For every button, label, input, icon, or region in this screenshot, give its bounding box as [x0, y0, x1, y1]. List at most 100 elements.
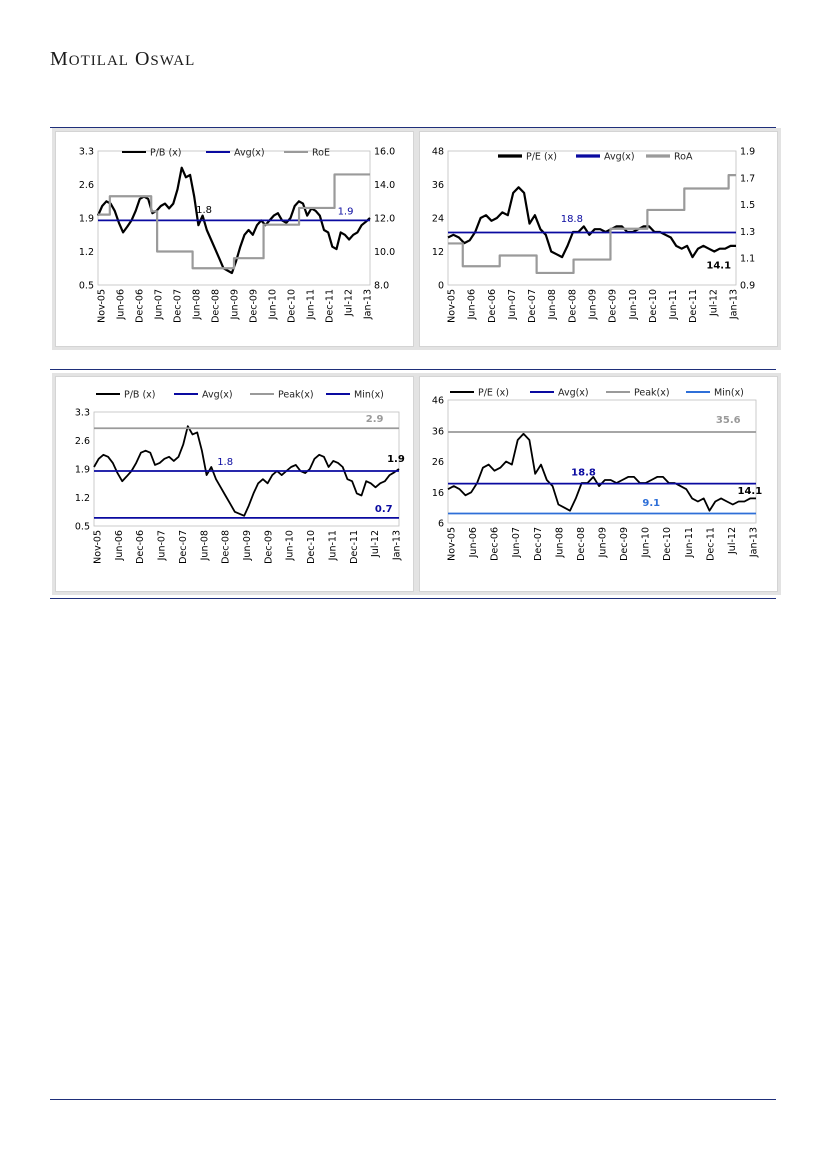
- legend-label-p-b-x: P/B (x): [150, 148, 182, 159]
- x-tick-label: Jun-07: [511, 527, 522, 558]
- y-left-tick-label: 1.2: [79, 247, 94, 258]
- y-right-tick-label: 16.0: [374, 147, 395, 158]
- y-left-tick-label: 48: [432, 147, 444, 158]
- x-tick-label: Jun-11: [668, 289, 679, 320]
- x-tick-label: Nov-05: [97, 289, 108, 323]
- chart-panel-pe-roa: 0 12 24 36 48 0.9 1.1 1.3 1.5 1.7 1.9 Nov-05 Jun-06 D…: [419, 131, 778, 347]
- x-tick-label: Jul-12: [727, 527, 738, 555]
- y-left-tick-label: 0.5: [75, 522, 90, 533]
- data-label: 9.1: [642, 498, 660, 509]
- chart-panel-pb-roe: 0.5 1.2 1.9 2.6 3.3 8.0 10.0 12.0 14.0 16.0 Nov-05…: [55, 131, 414, 347]
- y-left-tick-label: 2.6: [79, 180, 94, 191]
- x-tick-label: Nov-05: [447, 527, 458, 561]
- x-tick-label: Jun-08: [547, 289, 558, 320]
- chart-panel-pe-band: 6 16 26 36 46 Nov-05 Jun-06 Dec-06 Jun-07 Dec-07 J…: [419, 376, 778, 592]
- x-tick-label: Dec-11: [688, 289, 699, 323]
- x-tick-label: Jun-10: [285, 530, 296, 561]
- x-tick-label: Jun-11: [306, 289, 317, 320]
- y-left-tick-label: 1.9: [75, 465, 90, 476]
- chart-pe-roa: 0 12 24 36 48 0.9 1.1 1.3 1.5 1.7 1.9 Nov-05 Jun-06 D…: [432, 147, 755, 323]
- x-tick-label: Dec-06: [490, 527, 501, 561]
- y-right-tick-label: 10.0: [374, 247, 395, 258]
- plot-area: [447, 399, 757, 524]
- x-tick-label: Jan-13: [749, 527, 760, 558]
- x-tick-label: Jun-06: [116, 289, 127, 320]
- x-tick-label: Jun-09: [598, 527, 609, 558]
- x-tick-label: Jan-13: [729, 289, 740, 320]
- data-label: 18.8: [571, 467, 596, 478]
- x-tick-label: Jun-06: [467, 289, 478, 320]
- y-left-tick-label: 36: [432, 180, 444, 191]
- x-tick-label: Jun-10: [641, 527, 652, 558]
- legend-label-avg-x: Avg(x): [202, 390, 233, 401]
- legend-label-p-e-x: P/E (x): [526, 152, 557, 163]
- y-right-tick-label: 0.9: [740, 281, 755, 292]
- x-tick-label: Jun-07: [507, 289, 518, 320]
- x-tick-label: Jun-09: [242, 530, 253, 561]
- x-tick-label: Dec-07: [178, 530, 189, 564]
- x-tick-label: Dec-08: [221, 530, 232, 564]
- x-tick-label: Jun-08: [554, 527, 565, 558]
- data-label: 1.8: [196, 205, 212, 216]
- y-right-tick-label: 12.0: [374, 214, 395, 225]
- chart-pb-band: 0.5 1.2 1.9 2.6 3.3 Nov-05 Jun-06 Dec-06 Jun-07 D…: [75, 390, 405, 564]
- chart-pb-roe: 0.5 1.2 1.9 2.6 3.3 8.0 10.0 12.0 14.0 16.0 Nov-05…: [79, 147, 395, 323]
- legend-label-avg-x: Avg(x): [558, 388, 589, 399]
- company-logo: MOTILAL OSWAL: [50, 48, 196, 70]
- x-tick-label: Dec-08: [211, 289, 222, 323]
- y-right-tick-label: 1.3: [740, 227, 755, 238]
- legend-label-peak-x: Peak(x): [634, 388, 670, 399]
- y-left-tick-label: 36: [432, 426, 444, 437]
- x-tick-label: Jul-12: [370, 530, 381, 558]
- y-right-tick-label: 1.1: [740, 254, 755, 265]
- data-label: 1.8: [217, 457, 233, 468]
- x-tick-label: Jun-06: [114, 530, 125, 561]
- x-tick-label: Jul-12: [708, 289, 719, 317]
- x-tick-label: Dec-07: [533, 527, 544, 561]
- x-tick-label: Dec-10: [662, 527, 673, 561]
- footer-rule: [50, 1099, 776, 1100]
- x-tick-label: Dec-06: [487, 289, 498, 323]
- y-left-tick-label: 3.3: [79, 147, 94, 158]
- y-left-tick-label: 3.3: [75, 408, 90, 419]
- x-tick-label: Nov-05: [447, 289, 458, 323]
- legend-label-avg-x: Avg(x): [604, 152, 635, 163]
- x-tick-label: Dec-10: [306, 530, 317, 564]
- x-tick-label: Nov-05: [93, 530, 104, 564]
- x-tick-label: Jun-07: [157, 530, 168, 561]
- legend-label-p-b-x: P/B (x): [124, 390, 156, 401]
- x-tick-label: Dec-07: [527, 289, 538, 323]
- series-line-p-e-x: [447, 432, 756, 512]
- x-tick-label: Dec-06: [135, 289, 146, 323]
- x-tick-label: Dec-11: [349, 530, 360, 564]
- legend-label-peak-x: Peak(x): [278, 390, 314, 401]
- x-tick-label: Jun-11: [684, 527, 695, 558]
- x-tick-label: Jun-06: [468, 527, 479, 558]
- y-left-tick-label: 1.2: [75, 493, 90, 504]
- lower-rule: [50, 598, 776, 599]
- data-label: 14.1: [737, 486, 762, 497]
- data-label: 0.7: [375, 504, 393, 515]
- y-right-tick-label: 1.7: [740, 173, 755, 184]
- y-left-tick-label: 12: [432, 247, 444, 258]
- y-right-tick-label: 1.5: [740, 200, 755, 211]
- x-tick-label: Dec-10: [287, 289, 298, 323]
- x-tick-label: Jun-11: [327, 530, 338, 561]
- x-tick-label: Dec-11: [705, 527, 716, 561]
- x-tick-label: Jul-12: [344, 289, 355, 317]
- x-tick-label: Jun-08: [192, 289, 203, 320]
- series-line-roe: [98, 173, 370, 270]
- x-tick-label: Dec-09: [263, 530, 274, 564]
- data-label: 1.9: [387, 454, 405, 465]
- data-label: 18.8: [561, 214, 583, 225]
- x-tick-label: Jun-09: [230, 289, 241, 320]
- x-tick-label: Jun-08: [199, 530, 210, 561]
- x-tick-label: Jun-07: [154, 289, 165, 320]
- x-tick-label: Dec-09: [619, 527, 630, 561]
- y-left-tick-label: 46: [432, 396, 444, 407]
- chart-pe-band: 6 16 26 36 46 Nov-05 Jun-06 Dec-06 Jun-07 Dec-07 J…: [432, 388, 762, 561]
- y-left-tick-label: 24: [432, 214, 444, 225]
- legend-label-min-x: Min(x): [714, 388, 744, 399]
- series-line-roa: [448, 174, 736, 275]
- legend-label-avg-x: Avg(x): [234, 148, 265, 159]
